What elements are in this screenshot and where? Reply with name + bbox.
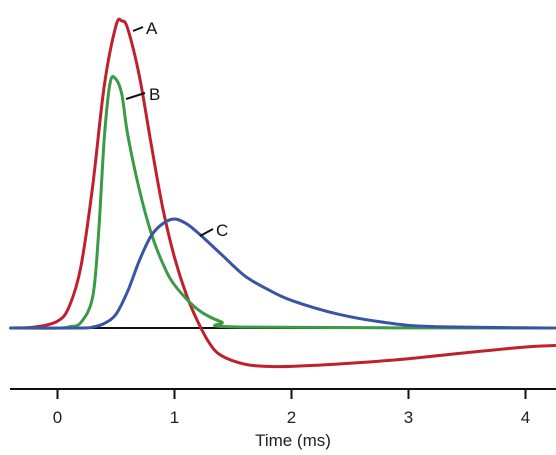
series-b-line — [9, 74, 556, 330]
x-tick-label-3: 3 — [404, 408, 413, 427]
x-axis-ticks: 0 1 2 3 4 — [53, 389, 530, 427]
x-axis-title: Time (ms) — [255, 431, 331, 450]
x-tick-label-2: 2 — [287, 408, 296, 427]
curve-labels: A B C — [125, 19, 228, 240]
x-tick-label-4: 4 — [521, 408, 530, 427]
plot-area — [9, 17, 556, 369]
series-a-line — [9, 17, 556, 369]
x-tick-label-0: 0 — [53, 408, 62, 427]
curve-label-b: B — [149, 85, 160, 104]
curve-label-a: A — [146, 19, 158, 38]
curve-label-c-leader — [199, 228, 214, 237]
series-c-line — [9, 217, 556, 330]
curve-label-a-leader — [132, 26, 144, 32]
x-tick-label-1: 1 — [170, 408, 179, 427]
x-axis: 0 1 2 3 4 Time (ms) — [10, 388, 556, 450]
curve-label-b-leader — [125, 92, 146, 100]
curve-label-c: C — [216, 221, 228, 240]
